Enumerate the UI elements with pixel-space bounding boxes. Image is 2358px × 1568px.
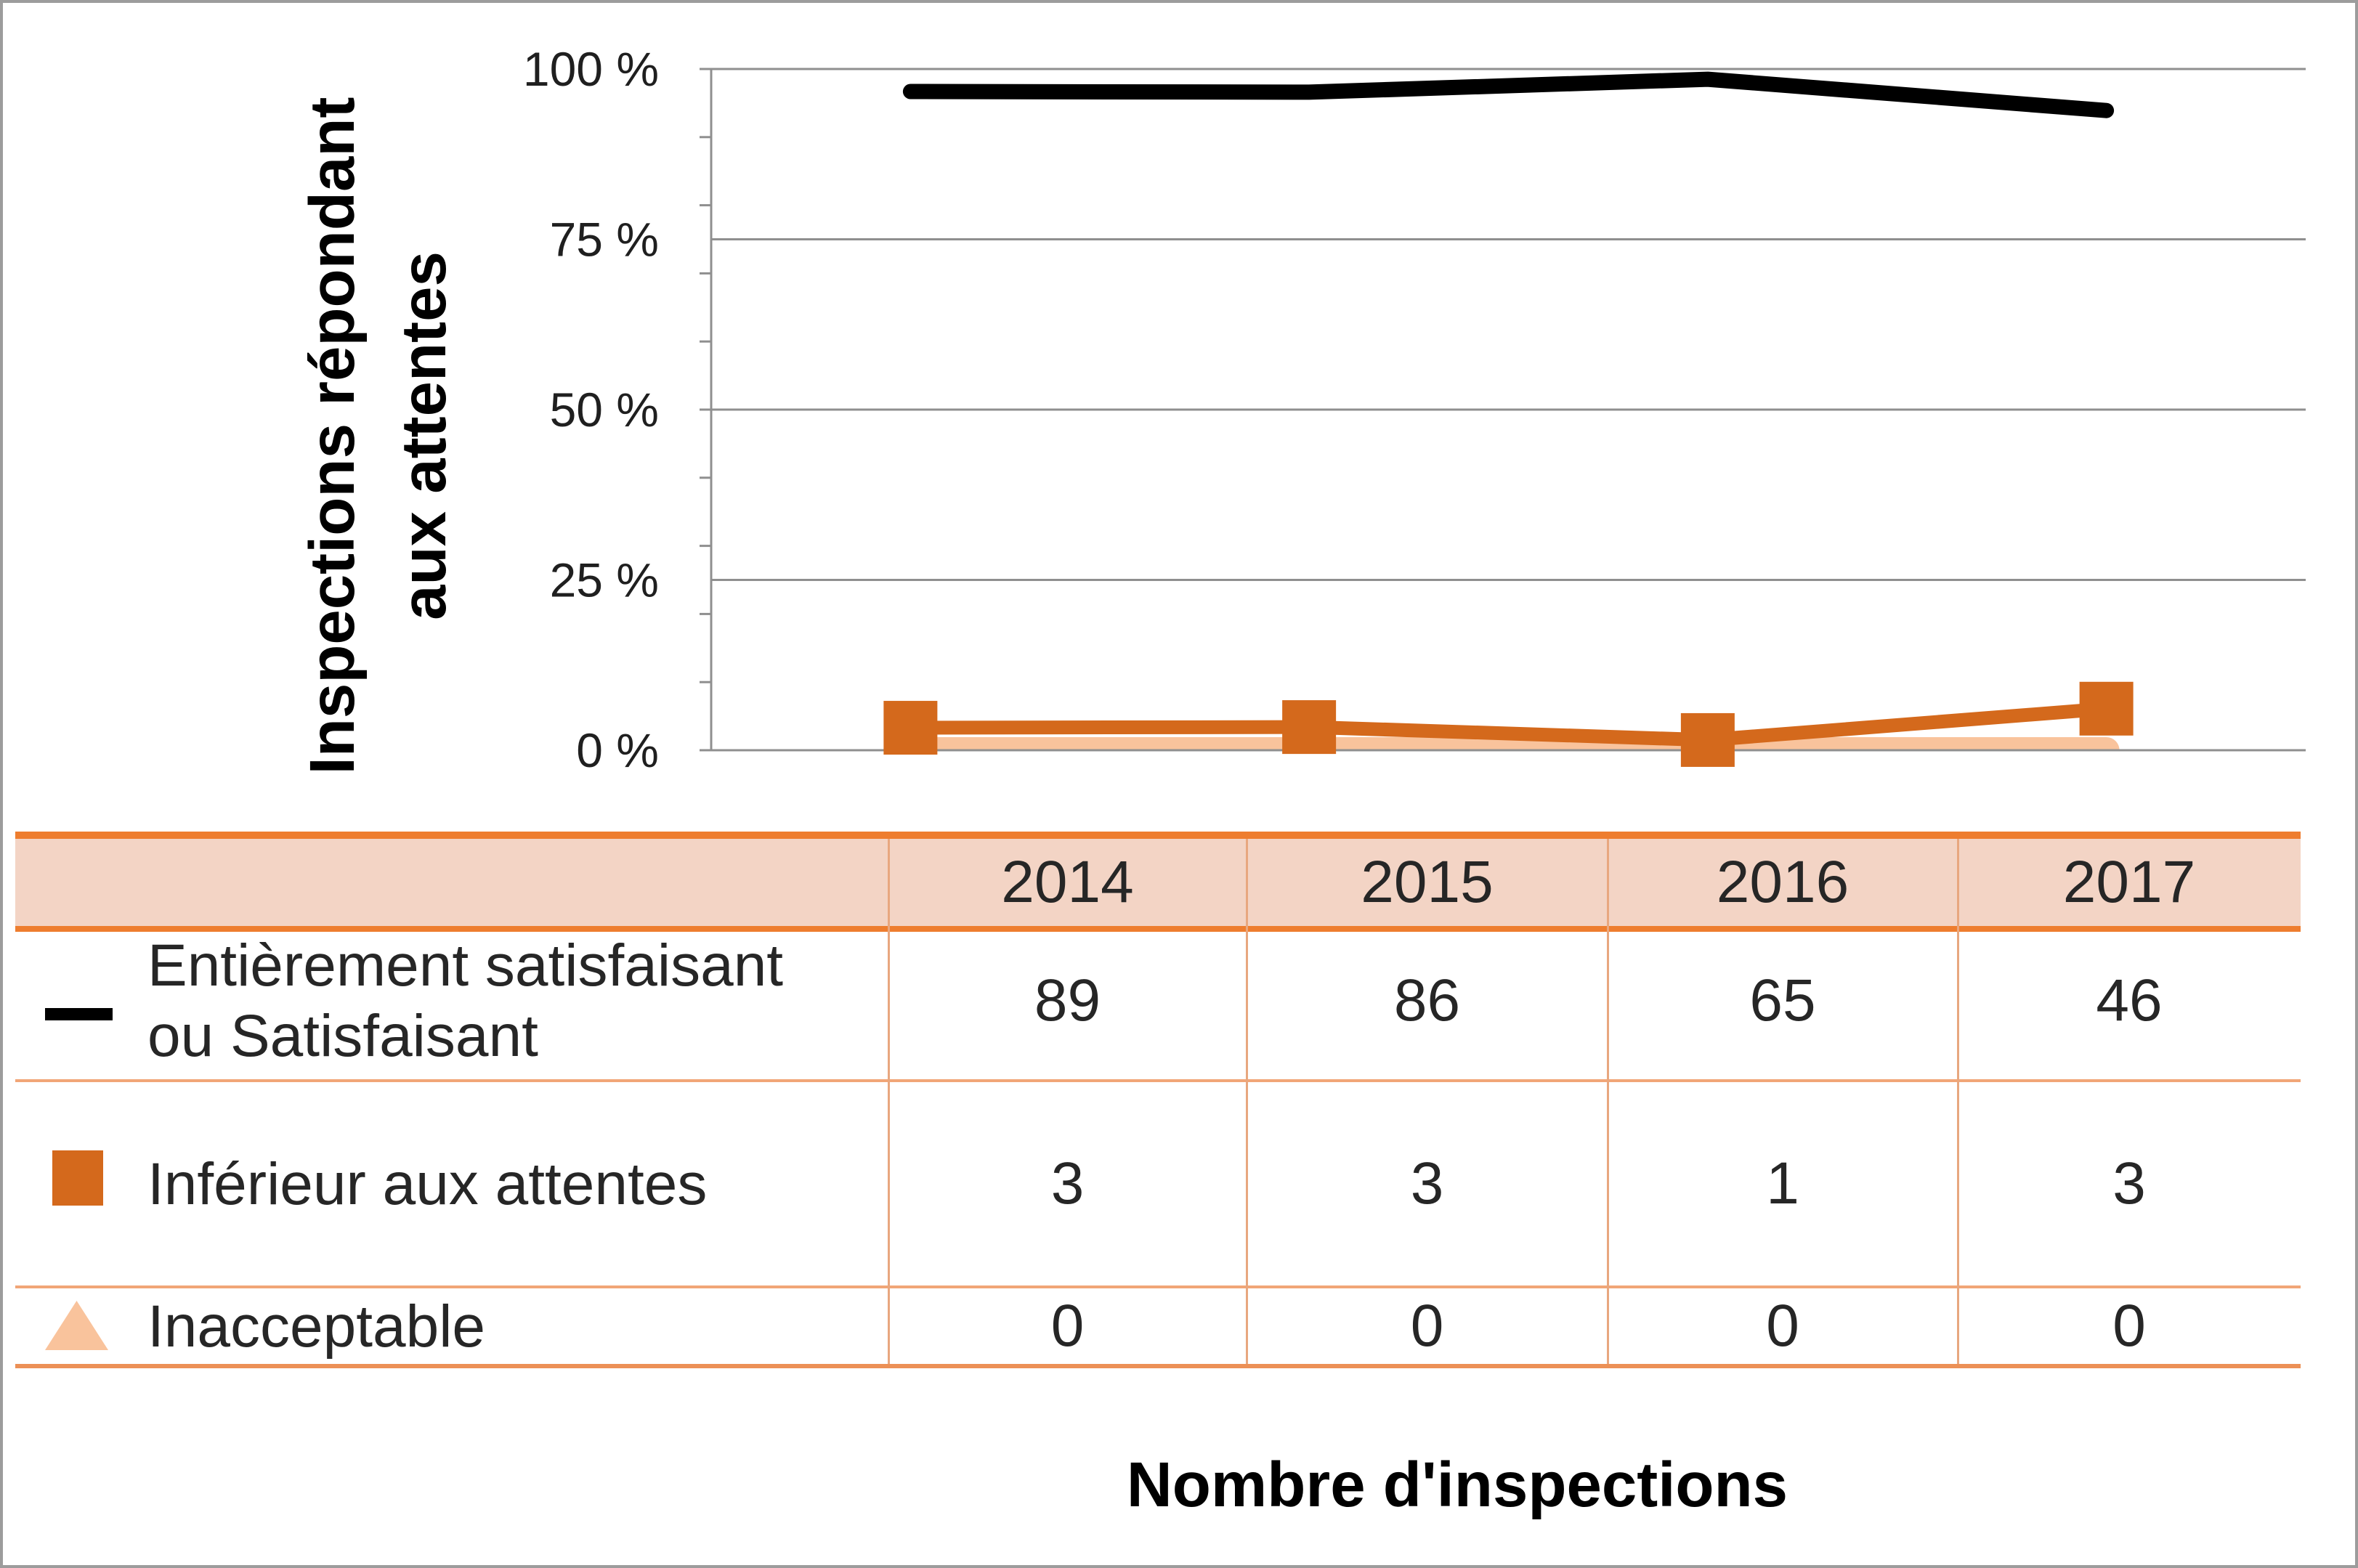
series-marker-inferieur-2016: [1680, 712, 1735, 767]
cell-inferieur-2017: 3: [2112, 1150, 2146, 1216]
table-row-separator: [15, 1285, 2301, 1288]
header-year-2017: 2017: [2062, 849, 2196, 915]
x-axis-title: Nombre d'inspections: [1126, 1450, 1788, 1520]
cell-satisfaisant-2016: 65: [1749, 967, 1816, 1033]
table-column-divider: [1957, 839, 1959, 1364]
y-tick-label: 100 %: [523, 42, 659, 96]
header-year-2014: 2014: [1001, 849, 1134, 915]
cell-inferieur-2015: 3: [1410, 1150, 1444, 1216]
y-tick-label: 25 %: [550, 553, 659, 607]
cell-satisfaisant-2017: 46: [2096, 967, 2163, 1033]
cell-inacceptable-2015: 0: [1410, 1293, 1444, 1359]
row-label-cell: Entièrement satisfaisant ou Satisfaisant: [147, 932, 830, 1070]
table-column-divider: [1246, 839, 1248, 1364]
table-bottom-border: [15, 1364, 2301, 1368]
row-label-cell: Inacceptable: [147, 1288, 830, 1364]
row-label-cell: Inférieur aux attentes: [147, 1082, 830, 1285]
row-label-satisfaisant: Entièrement satisfaisant ou Satisfaisant: [147, 933, 784, 1069]
cell-satisfaisant-2014: 89: [1034, 967, 1101, 1033]
legend-square-icon: [52, 1150, 103, 1206]
cell-inferieur-2016: 1: [1766, 1150, 1799, 1216]
table-column-divider: [1607, 839, 1609, 1364]
cell-satisfaisant-2015: 86: [1393, 967, 1461, 1033]
series-line-inferieur: [903, 702, 2114, 747]
chart-plot-area: 0 % 25 % 50 % 75 % 100 %: [523, 42, 2306, 777]
row-label-inacceptable: Inacceptable: [147, 1293, 486, 1360]
cell-inferieur-2014: 3: [1050, 1150, 1085, 1216]
table-top-border: [15, 832, 2301, 839]
table-header-row: [15, 839, 2301, 926]
table-row-separator: [15, 1079, 2301, 1082]
cell-inacceptable-2017: 0: [2112, 1293, 2146, 1359]
table-column-divider: [888, 839, 890, 1364]
y-tick-label: 75 %: [550, 213, 659, 267]
cell-inacceptable-2016: 0: [1766, 1293, 1799, 1359]
header-year-2016: 2016: [1716, 849, 1849, 915]
legend-line-icon: [45, 1008, 113, 1020]
y-tick-label: 50 %: [550, 383, 659, 436]
table-header-border: [15, 926, 2301, 932]
series-marker-inferieur-2017: [2079, 681, 2134, 736]
header-year-2015: 2015: [1361, 849, 1494, 915]
series-line-satisfaisant: [902, 71, 2115, 118]
cell-inacceptable-2014: 0: [1050, 1293, 1085, 1359]
series-marker-inferieur-2014: [883, 701, 938, 755]
legend-triangle-icon: [45, 1301, 108, 1350]
row-label-inferieur: Inférieur aux attentes: [147, 1150, 708, 1217]
y-tick-label: 0 %: [576, 723, 659, 777]
series-marker-inferieur-2015: [1282, 700, 1337, 755]
data-table: 2014 2015 2016 2017 Entièrement satisfai…: [15, 832, 2301, 1369]
triangle-shape: [45, 1301, 108, 1350]
y-axis-title: Inspections répondant aux attentes: [297, 97, 459, 775]
